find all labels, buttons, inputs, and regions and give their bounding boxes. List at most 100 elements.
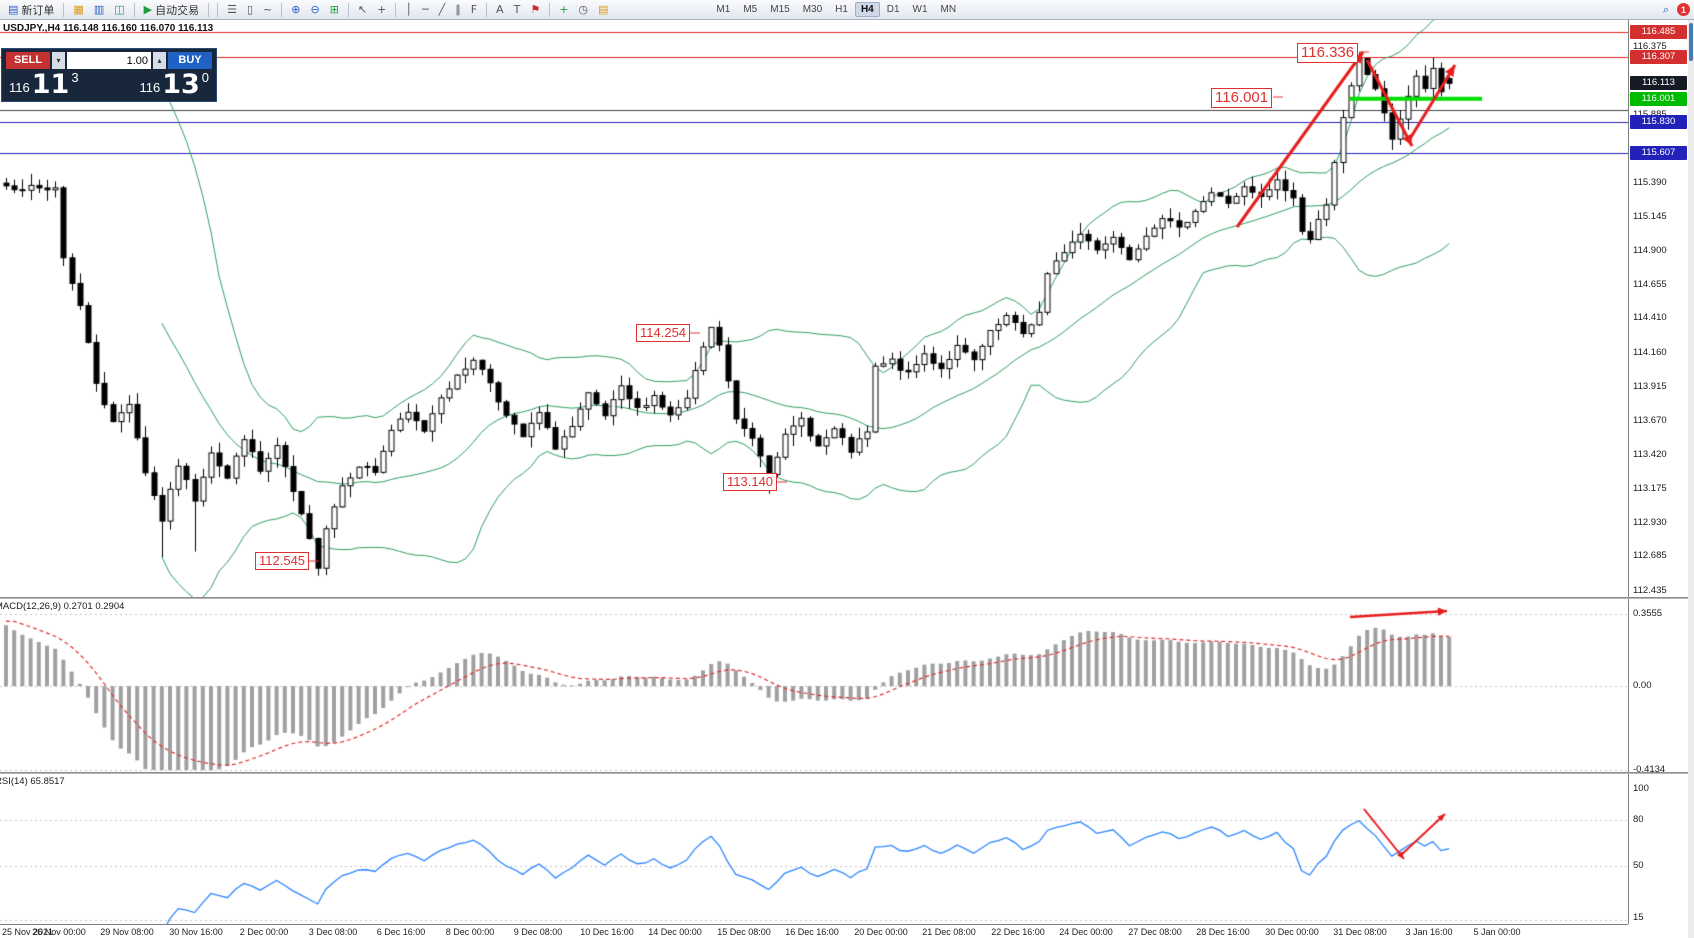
charts-button[interactable]: ▦: [69, 2, 87, 18]
fibonacci-button[interactable]: F: [467, 2, 481, 18]
tile-windows-icon: ⊞: [329, 3, 339, 16]
horizontal-line-button[interactable]: ─: [418, 2, 433, 18]
indicator-scale-label: 80: [1633, 814, 1644, 825]
macd-indicator-label: MACD(12,26,9) 0.2701 0.2904: [0, 601, 125, 612]
price-scale-label: 114.160: [1633, 347, 1667, 358]
indicator-scale-label: 0.00: [1633, 680, 1652, 691]
vertical-scrollbar[interactable]: [1688, 20, 1694, 938]
new-order-button[interactable]: ▤ 新订单: [4, 2, 58, 18]
price-scale-label: 113.915: [1633, 381, 1667, 392]
text-icon: A: [496, 3, 504, 16]
price-annotation[interactable]: 116.336: [1297, 43, 1359, 63]
templates-button[interactable]: ▤: [594, 2, 612, 18]
timeframe-button-m15[interactable]: M15: [770, 4, 790, 15]
timeframe-button-w1[interactable]: W1: [912, 4, 928, 15]
rsi-canvas[interactable]: [0, 774, 1628, 924]
toolbar-separator: [217, 2, 219, 17]
time-label: 28 Dec 16:00: [1196, 927, 1250, 937]
timeframe-button-h1[interactable]: H1: [835, 4, 848, 15]
sell-price-prefix: 116: [9, 80, 30, 95]
search-icon: ⌕: [1662, 3, 1669, 16]
line-chart-icon: ~: [263, 3, 273, 16]
auto-trading-button[interactable]: ▶ 自动交易: [140, 2, 203, 18]
price-annotation[interactable]: 116.001: [1211, 88, 1273, 108]
toolbar-separator: [486, 2, 488, 17]
volume-input[interactable]: [67, 52, 151, 69]
trendline-button[interactable]: ╱: [435, 2, 450, 18]
timeframe-button-m1[interactable]: M1: [716, 4, 731, 15]
indicator-scale-label: 100: [1633, 783, 1649, 794]
time-label: 29 Nov 08:00: [100, 927, 154, 937]
toolbar-separator: [347, 2, 349, 17]
one-click-trading-panel: SELL ▾ ▴ BUY 116 11 3 116 13 0: [1, 48, 217, 102]
sell-button[interactable]: SELL: [6, 52, 50, 69]
indicators-button[interactable]: +: [555, 2, 572, 18]
price-annotation[interactable]: 113.140: [723, 473, 778, 491]
timeframe-toolbar: M1 M5 M15 M30 H1 H4 D1 W1 MN: [710, 2, 962, 17]
navigator-button[interactable]: ▥: [90, 2, 108, 18]
tile-windows-button[interactable]: ⊞: [326, 2, 343, 18]
cursor-icon: ↖: [357, 3, 368, 16]
candlestick-chart-button[interactable]: ▯: [243, 2, 257, 18]
search-button[interactable]: ⌕: [1659, 2, 1673, 18]
timeframe-button-mn[interactable]: MN: [940, 4, 957, 15]
arrows-button[interactable]: ⚑: [526, 2, 544, 18]
main-chart-canvas[interactable]: [0, 20, 1628, 597]
timeframe-button-m5[interactable]: M5: [743, 4, 758, 15]
sell-price-pips: 11: [31, 69, 70, 100]
chart-title: USDJPY.,H4 116.148 116.160 116.070 116.1…: [3, 23, 214, 34]
scrollbar-thumb[interactable]: [1689, 23, 1693, 61]
timeframe-button-h4[interactable]: H4: [854, 2, 880, 17]
time-label: 30 Nov 16:00: [169, 927, 223, 937]
price-marker: 116.485: [1630, 25, 1687, 39]
volume-decrease-button[interactable]: ▾: [52, 52, 65, 69]
indicators-icon: +: [559, 3, 569, 16]
price-scale-label: 113.670: [1633, 415, 1667, 426]
price-annotation[interactable]: 114.254: [636, 324, 691, 342]
vertical-line-button[interactable]: │: [401, 2, 416, 18]
auto-trading-icon: ▶: [143, 3, 153, 16]
bar-chart-button[interactable]: ☰: [223, 2, 241, 18]
arrows-icon: ⚑: [530, 3, 541, 16]
buy-price-prefix: 116: [139, 80, 161, 95]
price-marker: 115.607: [1630, 146, 1687, 160]
rsi-indicator-label: RSI(14) 65.8517: [0, 776, 65, 787]
indicator-scale-label: -0.4134: [1633, 764, 1666, 775]
vertical-line-icon: │: [405, 3, 412, 16]
periods-icon: ◷: [578, 3, 589, 16]
macd-canvas[interactable]: [0, 599, 1628, 772]
cursor-button[interactable]: ↖: [354, 2, 371, 18]
pane-separator[interactable]: [0, 772, 1694, 774]
timeframe-button-d1[interactable]: D1: [886, 4, 900, 15]
time-label: 2 Dec 00:00: [239, 927, 289, 937]
equidistant-channel-button[interactable]: ∥: [451, 2, 465, 18]
time-label: 31 Dec 08:00: [1333, 927, 1387, 937]
zoom-out-button[interactable]: ⊖: [306, 2, 323, 18]
macd-pane: MACD(12,26,9) 0.2701 0.2904: [0, 599, 1628, 772]
time-label: 20 Dec 00:00: [854, 927, 908, 937]
line-chart-button[interactable]: ~: [259, 2, 276, 18]
text-label-icon: T: [513, 3, 521, 16]
price-axis[interactable]: 116.375 115.885 115.390 115.145 114.900 114.6…: [1628, 20, 1688, 924]
periods-button[interactable]: ◷: [574, 2, 592, 18]
time-axis[interactable]: 25 Nov 2021 26 Nov 00:00 29 Nov 08:00 30 No…: [0, 924, 1628, 938]
text-button[interactable]: A: [492, 2, 508, 18]
terminal-button[interactable]: ◫: [110, 2, 128, 18]
timeframe-button-m30[interactable]: M30: [802, 4, 823, 15]
pane-separator[interactable]: [0, 597, 1694, 599]
text-label-button[interactable]: T: [510, 2, 525, 18]
volume-increase-button[interactable]: ▴: [153, 52, 166, 69]
toolbar-separator: [63, 2, 65, 17]
buy-button[interactable]: BUY: [168, 52, 212, 69]
price-scale-label: 112.435: [1633, 585, 1667, 596]
indicator-scale-label: 0.3555: [1633, 608, 1663, 619]
notification-badge[interactable]: 1: [1677, 3, 1690, 16]
toolbar-separator: [133, 2, 135, 17]
zoom-in-button[interactable]: ⊕: [287, 2, 304, 18]
crosshair-button[interactable]: +: [373, 2, 390, 18]
price-scale-label: 116.375: [1633, 41, 1667, 52]
time-label: 25 Nov 2021: [2, 927, 54, 937]
horizontal-line-icon: ─: [421, 3, 429, 16]
time-label: 16 Dec 16:00: [785, 927, 839, 937]
price-annotation[interactable]: 112.545: [255, 552, 310, 570]
